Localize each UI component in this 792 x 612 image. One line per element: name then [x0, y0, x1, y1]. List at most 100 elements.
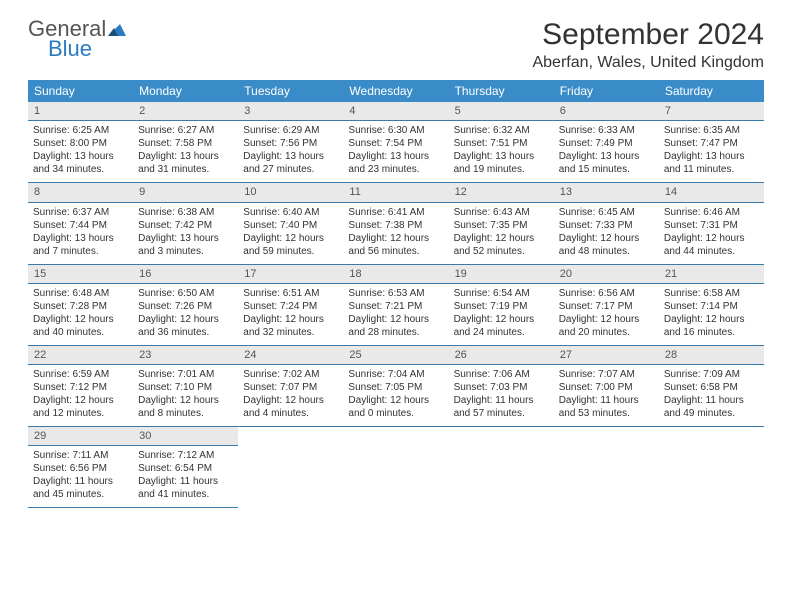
- daylight-text: Daylight: 12 hours: [348, 394, 443, 407]
- daylight-text: Daylight: 12 hours: [664, 232, 759, 245]
- daylight-text: and 40 minutes.: [33, 326, 128, 339]
- week-row: Sunrise: 6:59 AMSunset: 7:12 PMDaylight:…: [28, 365, 764, 427]
- day-cell: Sunrise: 6:54 AMSunset: 7:19 PMDaylight:…: [449, 283, 554, 345]
- daylight-text: Daylight: 12 hours: [348, 313, 443, 326]
- day-number: 2: [133, 102, 238, 121]
- day-cell: Sunrise: 6:56 AMSunset: 7:17 PMDaylight:…: [554, 283, 659, 345]
- sunrise-text: Sunrise: 6:45 AM: [559, 206, 654, 219]
- sunset-text: Sunset: 7:38 PM: [348, 219, 443, 232]
- day-cell: Sunrise: 6:37 AMSunset: 7:44 PMDaylight:…: [28, 202, 133, 264]
- day-cell: Sunrise: 7:06 AMSunset: 7:03 PMDaylight:…: [449, 365, 554, 427]
- sunset-text: Sunset: 6:54 PM: [138, 462, 233, 475]
- day-number: 9: [133, 183, 238, 202]
- sunrise-text: Sunrise: 7:11 AM: [33, 449, 128, 462]
- week-row: Sunrise: 7:11 AMSunset: 6:56 PMDaylight:…: [28, 446, 764, 508]
- daylight-text: and 15 minutes.: [559, 163, 654, 176]
- sunrise-text: Sunrise: 6:48 AM: [33, 287, 128, 300]
- daylight-text: Daylight: 13 hours: [454, 150, 549, 163]
- daylight-text: and 20 minutes.: [559, 326, 654, 339]
- day-number: 4: [343, 102, 448, 121]
- sunset-text: Sunset: 7:51 PM: [454, 137, 549, 150]
- day-number: 23: [133, 345, 238, 364]
- sunset-text: Sunset: 7:42 PM: [138, 219, 233, 232]
- day-header: Wednesday: [343, 80, 448, 102]
- daylight-text: Daylight: 13 hours: [348, 150, 443, 163]
- day-number: 12: [449, 183, 554, 202]
- day-number: 19: [449, 264, 554, 283]
- day-cell: Sunrise: 7:12 AMSunset: 6:54 PMDaylight:…: [133, 446, 238, 508]
- sunset-text: Sunset: 7:44 PM: [33, 219, 128, 232]
- day-cell: Sunrise: 7:01 AMSunset: 7:10 PMDaylight:…: [133, 365, 238, 427]
- daynum-row: 2930: [28, 427, 764, 446]
- daylight-text: Daylight: 12 hours: [454, 313, 549, 326]
- sunset-text: Sunset: 7:21 PM: [348, 300, 443, 313]
- sunrise-text: Sunrise: 6:43 AM: [454, 206, 549, 219]
- day-number: 29: [28, 427, 133, 446]
- daylight-text: Daylight: 12 hours: [348, 232, 443, 245]
- daylight-text: Daylight: 13 hours: [559, 150, 654, 163]
- day-number: 21: [659, 264, 764, 283]
- page-header: General Blue September 2024 Aberfan, Wal…: [28, 18, 764, 72]
- sunset-text: Sunset: 7:17 PM: [559, 300, 654, 313]
- sunrise-text: Sunrise: 6:25 AM: [33, 124, 128, 137]
- day-cell: Sunrise: 6:45 AMSunset: 7:33 PMDaylight:…: [554, 202, 659, 264]
- sunrise-text: Sunrise: 6:53 AM: [348, 287, 443, 300]
- daylight-text: and 23 minutes.: [348, 163, 443, 176]
- day-number: [238, 427, 343, 446]
- day-cell: Sunrise: 6:53 AMSunset: 7:21 PMDaylight:…: [343, 283, 448, 345]
- sunset-text: Sunset: 6:56 PM: [33, 462, 128, 475]
- day-number: 13: [554, 183, 659, 202]
- sunrise-text: Sunrise: 7:02 AM: [243, 368, 338, 381]
- day-number: 25: [343, 345, 448, 364]
- daynum-row: 22232425262728: [28, 345, 764, 364]
- day-number: 15: [28, 264, 133, 283]
- sunset-text: Sunset: 7:58 PM: [138, 137, 233, 150]
- daylight-text: and 3 minutes.: [138, 245, 233, 258]
- day-cell: Sunrise: 6:50 AMSunset: 7:26 PMDaylight:…: [133, 283, 238, 345]
- day-header: Friday: [554, 80, 659, 102]
- daylight-text: Daylight: 12 hours: [243, 394, 338, 407]
- day-number: 17: [238, 264, 343, 283]
- day-number: 5: [449, 102, 554, 121]
- daylight-text: and 57 minutes.: [454, 407, 549, 420]
- daylight-text: and 16 minutes.: [664, 326, 759, 339]
- daylight-text: and 44 minutes.: [664, 245, 759, 258]
- sunrise-text: Sunrise: 6:30 AM: [348, 124, 443, 137]
- daylight-text: and 28 minutes.: [348, 326, 443, 339]
- sunset-text: Sunset: 7:00 PM: [559, 381, 654, 394]
- daylight-text: Daylight: 13 hours: [33, 150, 128, 163]
- sunrise-text: Sunrise: 6:51 AM: [243, 287, 338, 300]
- daylight-text: Daylight: 12 hours: [138, 313, 233, 326]
- day-number: 27: [554, 345, 659, 364]
- daylight-text: Daylight: 13 hours: [138, 150, 233, 163]
- week-row: Sunrise: 6:48 AMSunset: 7:28 PMDaylight:…: [28, 283, 764, 345]
- day-number: 28: [659, 345, 764, 364]
- day-number: 22: [28, 345, 133, 364]
- day-cell: Sunrise: 6:27 AMSunset: 7:58 PMDaylight:…: [133, 121, 238, 183]
- daylight-text: and 24 minutes.: [454, 326, 549, 339]
- sunset-text: Sunset: 7:40 PM: [243, 219, 338, 232]
- day-cell: Sunrise: 6:29 AMSunset: 7:56 PMDaylight:…: [238, 121, 343, 183]
- sunrise-text: Sunrise: 6:33 AM: [559, 124, 654, 137]
- sunset-text: Sunset: 7:12 PM: [33, 381, 128, 394]
- sunset-text: Sunset: 7:33 PM: [559, 219, 654, 232]
- daylight-text: Daylight: 12 hours: [559, 313, 654, 326]
- sunrise-text: Sunrise: 6:41 AM: [348, 206, 443, 219]
- sunrise-text: Sunrise: 6:35 AM: [664, 124, 759, 137]
- day-number: 14: [659, 183, 764, 202]
- day-cell: Sunrise: 7:02 AMSunset: 7:07 PMDaylight:…: [238, 365, 343, 427]
- logo-text: General Blue: [28, 18, 126, 60]
- day-number: 18: [343, 264, 448, 283]
- daylight-text: Daylight: 12 hours: [138, 394, 233, 407]
- day-cell: Sunrise: 6:32 AMSunset: 7:51 PMDaylight:…: [449, 121, 554, 183]
- day-number: 3: [238, 102, 343, 121]
- sunset-text: Sunset: 7:35 PM: [454, 219, 549, 232]
- day-number: 30: [133, 427, 238, 446]
- day-cell: Sunrise: 7:11 AMSunset: 6:56 PMDaylight:…: [28, 446, 133, 508]
- day-header: Monday: [133, 80, 238, 102]
- day-cell: Sunrise: 6:35 AMSunset: 7:47 PMDaylight:…: [659, 121, 764, 183]
- daylight-text: Daylight: 13 hours: [243, 150, 338, 163]
- sunset-text: Sunset: 7:03 PM: [454, 381, 549, 394]
- location: Aberfan, Wales, United Kingdom: [532, 54, 764, 72]
- day-cell: Sunrise: 6:58 AMSunset: 7:14 PMDaylight:…: [659, 283, 764, 345]
